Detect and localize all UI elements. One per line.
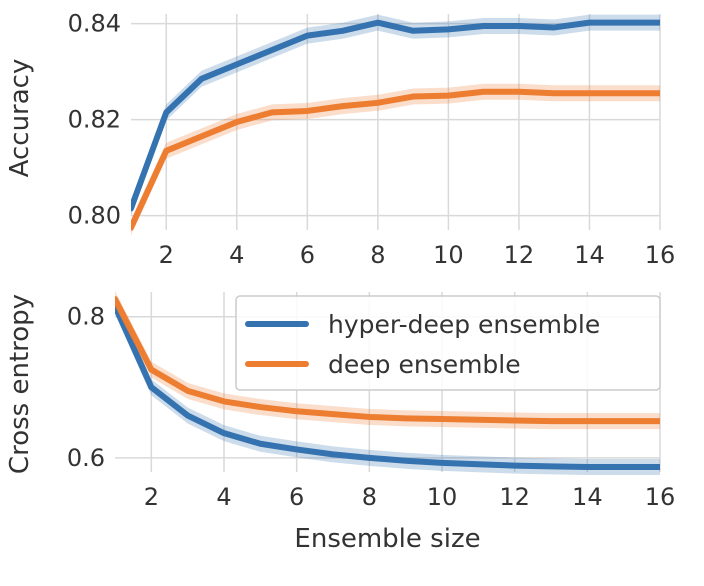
x-tick-label: 16 (645, 241, 676, 269)
y-axis-title: Cross entropy (5, 294, 35, 474)
x-axis-title: Ensemble size (294, 524, 480, 554)
series-line (131, 19, 660, 212)
y-tick-label: 0.82 (68, 106, 121, 134)
series-line (115, 303, 660, 471)
x-tick-label: 8 (370, 241, 385, 269)
y-tick-label: 0.6 (67, 444, 105, 472)
x-tick-label: 8 (362, 483, 377, 511)
x-tick-label: 10 (433, 241, 464, 269)
x-tick-label: 14 (574, 241, 605, 269)
legend-label: deep ensemble (328, 350, 521, 379)
accuracy-panel: 2 4 6 8 10 12 14 16 0.80 0.82 0.84 Accuracy (5, 10, 675, 269)
series-band (115, 291, 660, 430)
series-line (131, 88, 660, 231)
series-band (131, 83, 660, 236)
x-tick-label: 4 (216, 483, 231, 511)
x-tick-label: 4 (229, 241, 244, 269)
x-tick-label: 12 (499, 483, 530, 511)
x-tick-label: 6 (300, 241, 315, 269)
x-tick-label: 2 (159, 241, 174, 269)
y-tick-label: 0.8 (67, 303, 105, 331)
y-tick-label: 0.84 (68, 10, 121, 38)
x-tick-label: 6 (289, 483, 304, 511)
x-tick-label: 14 (572, 483, 603, 511)
x-tick-label: 12 (504, 241, 535, 269)
legend-box (235, 295, 661, 391)
x-tick-label: 16 (645, 483, 676, 511)
series-line (115, 296, 660, 425)
y-tick-label: 0.80 (68, 202, 121, 230)
y-axis-title: Accuracy (5, 59, 35, 178)
series-band (131, 14, 660, 217)
legend-label: hyper-deep ensemble (328, 310, 600, 339)
cross-entropy-panel: 2 4 6 8 10 12 14 16 0.6 0.8 Cross entropy Ensemble … (5, 291, 675, 554)
x-tick-label: 10 (427, 483, 458, 511)
x-tick-label: 2 (144, 483, 159, 511)
